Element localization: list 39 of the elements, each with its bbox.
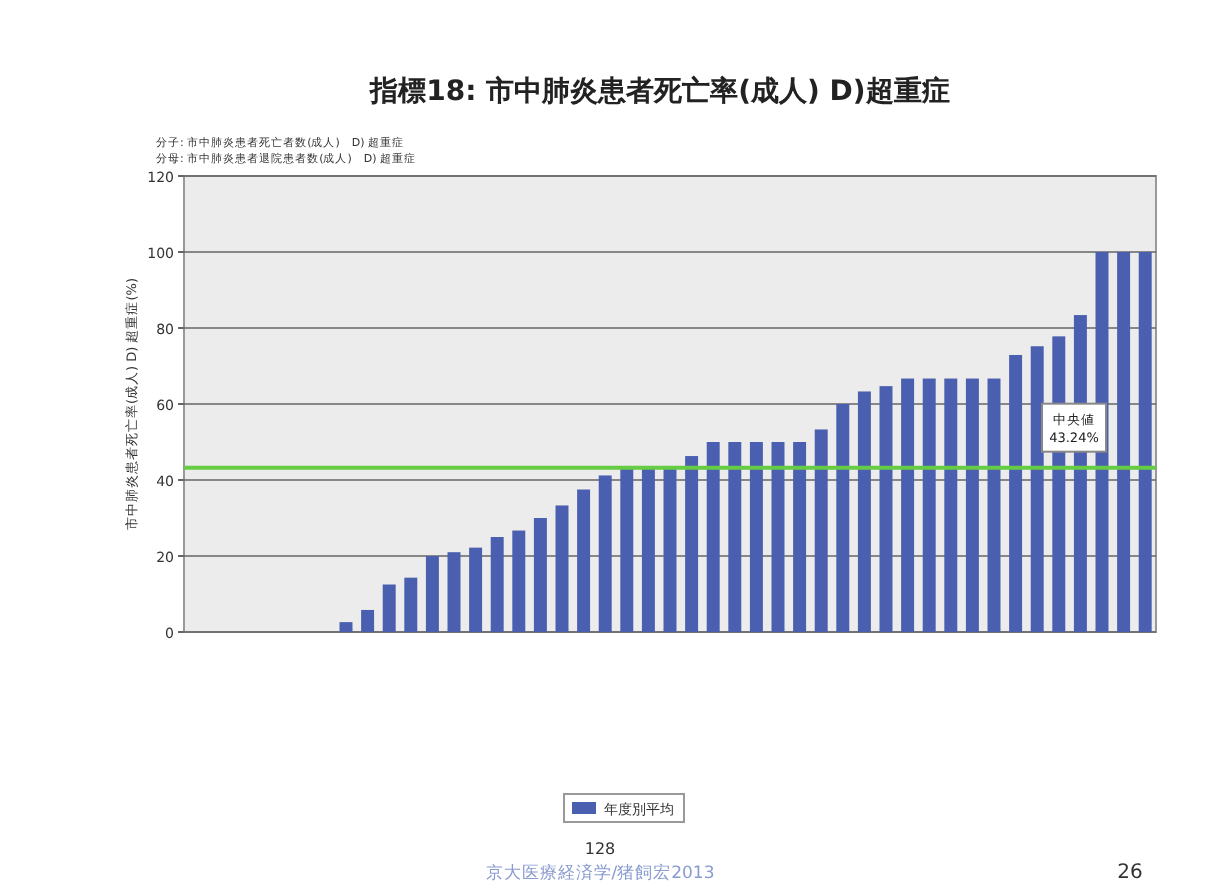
bar [857, 391, 871, 632]
bar [1138, 252, 1152, 632]
bar [533, 518, 547, 632]
bar [577, 489, 591, 632]
bar [944, 378, 958, 632]
bar [404, 577, 418, 632]
bar [685, 456, 699, 632]
bar [1009, 354, 1023, 632]
bar [447, 552, 461, 632]
text: 京大医療経済学/猪飼宏2013 [485, 862, 715, 884]
bar [469, 547, 483, 632]
text: 128 [584, 840, 616, 858]
bar [555, 505, 569, 632]
bar [641, 468, 655, 632]
text: 26 [1117, 862, 1143, 884]
bar [987, 378, 1001, 632]
bar [814, 429, 828, 632]
bar [382, 584, 396, 632]
bar [901, 378, 915, 632]
bar [1117, 252, 1131, 632]
bar [793, 442, 807, 632]
bar [922, 378, 936, 632]
bar [361, 609, 375, 632]
bar [1030, 346, 1044, 632]
bar [749, 442, 763, 632]
bar [663, 468, 677, 632]
bar [512, 530, 526, 632]
bar [620, 468, 634, 632]
chart-title: 指標18: 市中肺炎患者死亡率(成人) D)超重症 [368, 74, 950, 108]
bar [339, 622, 353, 632]
bar [965, 378, 979, 632]
bar [771, 442, 785, 632]
bar [836, 404, 850, 632]
bar [728, 442, 742, 632]
bar [598, 475, 612, 632]
bar [490, 537, 504, 632]
bar [425, 556, 439, 632]
bar [879, 386, 893, 632]
bar [706, 442, 720, 632]
